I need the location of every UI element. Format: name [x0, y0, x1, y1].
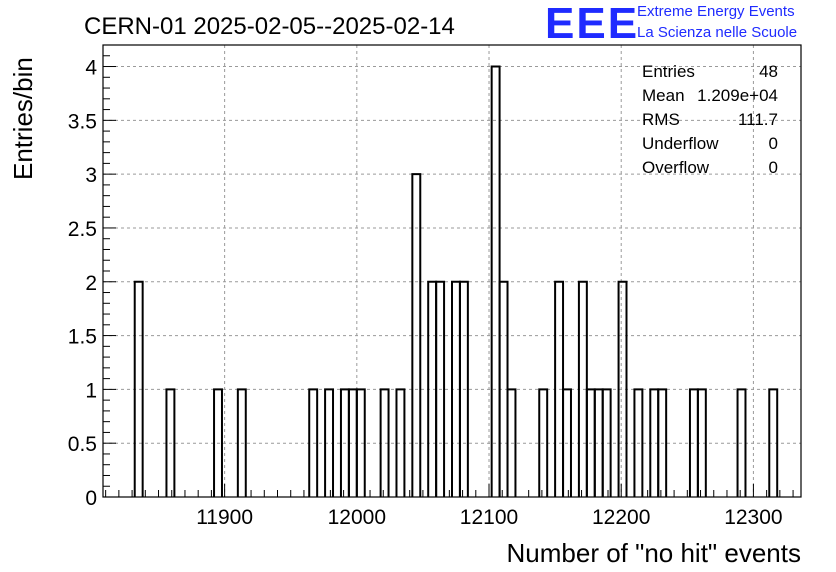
y-axis-label: Entries/bin — [8, 57, 38, 180]
histogram-bin — [458, 280, 469, 497]
stats-label: Entries — [642, 62, 695, 81]
histogram-bin — [355, 388, 366, 497]
x-tick-label: 12200 — [592, 506, 650, 529]
stats-value: 0 — [769, 134, 778, 153]
histogram-bin — [562, 388, 572, 497]
histogram-bin — [736, 388, 747, 497]
axis-ticks — [103, 44, 794, 498]
histogram-bin — [657, 388, 668, 497]
histogram-bin — [538, 388, 549, 497]
y-tick-label: 1 — [85, 379, 97, 402]
stats-label: Overflow — [642, 158, 710, 177]
x-tick-label: 12300 — [724, 506, 782, 529]
stats-value: 111.7 — [738, 110, 778, 129]
eee-logo: EEE — [545, 0, 640, 48]
y-tick-label: 2.5 — [68, 218, 97, 241]
stats-label: RMS — [642, 110, 680, 129]
y-tick-label: 3.5 — [68, 110, 97, 133]
histogram-bin — [395, 388, 406, 497]
histogram-bin — [236, 388, 247, 497]
stats-value: 48 — [759, 62, 778, 81]
stats-label: Mean — [642, 86, 685, 105]
logo-tagline-2: La Scienza nelle Scuole — [637, 24, 798, 41]
x-tick-label: 11900 — [196, 506, 253, 529]
histogram-bin — [133, 280, 144, 497]
y-tick-label: 0 — [85, 487, 97, 510]
histogram-bin — [633, 388, 644, 497]
histogram-bin — [617, 280, 628, 497]
histogram-bin — [324, 388, 335, 497]
x-tick-label: 12000 — [328, 506, 386, 529]
histogram-bin — [768, 388, 779, 497]
axis-tick-labels: 11900 12000 12100 12200 12300 0 0.5 1 1.5 2 2.5 3 3.… — [68, 57, 783, 529]
y-tick-label: 4 — [85, 57, 97, 80]
histogram-bin — [213, 388, 223, 497]
x-tick-label: 12100 — [460, 506, 518, 529]
stats-box: Entries 48 Mean 1.209e+04 RMS 111.7 Underflow 0… — [642, 62, 778, 177]
histogram-bin — [165, 388, 176, 497]
logo-tagline-1: Extreme Energy Events — [637, 3, 795, 20]
stats-value: 1.209e+04 — [697, 86, 778, 105]
histogram-bin — [308, 388, 319, 497]
x-axis-label: Number of "no hit" events — [507, 538, 802, 568]
histogram-bin — [435, 280, 446, 497]
y-tick-label: 3 — [85, 164, 97, 187]
histogram-bin — [601, 388, 612, 497]
chart-title: CERN-01 2025-02-05--2025-02-14 — [84, 13, 455, 40]
histogram-bars — [133, 65, 779, 497]
stats-label: Underflow — [642, 134, 719, 153]
histogram-bin — [411, 173, 422, 497]
histogram-bin — [506, 388, 517, 497]
y-tick-label: 2 — [85, 272, 97, 295]
y-tick-label: 0.5 — [68, 433, 97, 456]
y-tick-label: 1.5 — [68, 326, 97, 349]
histogram-bin — [696, 388, 707, 497]
histogram-bin — [379, 388, 390, 497]
stats-value: 0 — [769, 158, 778, 177]
